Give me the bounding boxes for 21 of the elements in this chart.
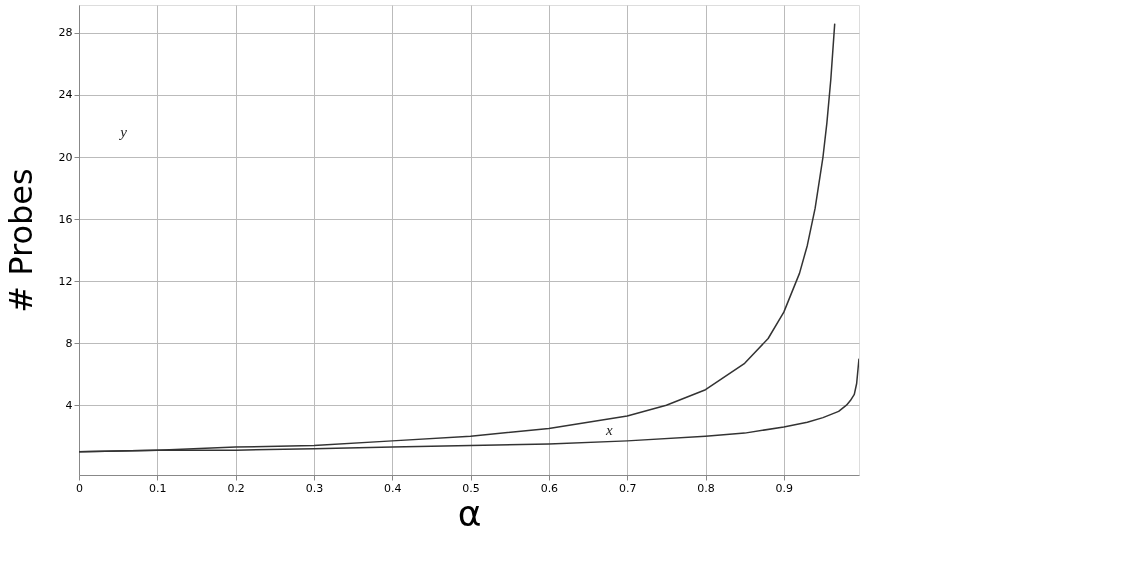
x-tick-label: 0.4 <box>384 481 402 495</box>
x-tick-label: 0.8 <box>697 481 715 495</box>
y-tick-label: 20 <box>58 150 73 164</box>
y-tick-label: 24 <box>58 88 73 102</box>
x-tick-label: 0 <box>76 481 83 495</box>
x-tick-label: 0.6 <box>540 481 559 495</box>
y-tick-label: 4 <box>65 398 73 412</box>
annotation: x <box>605 422 614 439</box>
y-tick-label: 12 <box>58 274 73 288</box>
x-tick-label: 0.1 <box>149 481 167 495</box>
annotation: y <box>118 123 128 140</box>
y-tick-label: 28 <box>58 26 73 40</box>
x-tick-label: 0.2 <box>227 481 245 495</box>
y-axis-title: # Probes <box>1 168 40 313</box>
y-tick-label: 16 <box>58 212 73 226</box>
x-tick-label: 0.3 <box>305 481 324 495</box>
x-tick-label: 0.9 <box>775 481 794 495</box>
x-tick-label: 0.5 <box>462 481 480 495</box>
y-tick-label: 8 <box>65 336 73 350</box>
x-axis-title: α <box>457 492 482 534</box>
x-tick-label: 0.7 <box>618 481 637 495</box>
